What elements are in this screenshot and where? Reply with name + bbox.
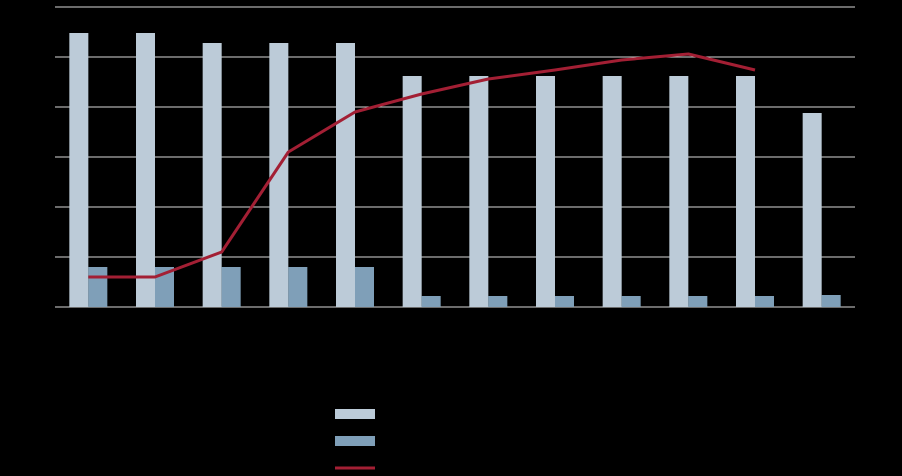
bar [288, 267, 308, 307]
line [88, 52, 756, 279]
bar [355, 267, 374, 307]
bar [621, 296, 641, 307]
bar [269, 43, 289, 307]
y-tick-label: 50 [34, 49, 48, 63]
bar [336, 43, 355, 307]
bar [736, 76, 755, 307]
y-tick-label: 0 [40, 299, 47, 313]
bar [821, 295, 841, 307]
y-tick-label: 20 [34, 199, 48, 213]
bar [88, 267, 108, 307]
legend-swatch [335, 409, 375, 419]
bar [221, 267, 241, 307]
bar [155, 267, 174, 307]
bar [488, 296, 508, 307]
bar [602, 76, 622, 307]
bar [136, 33, 155, 307]
bar [536, 76, 555, 307]
bar [469, 76, 489, 307]
bar [802, 113, 822, 307]
bar [669, 76, 689, 307]
bar [688, 296, 708, 307]
bar [402, 76, 422, 307]
y-tick-label: 30 [34, 149, 48, 163]
bar [555, 296, 574, 307]
bar [69, 33, 89, 307]
bar [755, 296, 774, 307]
y-tick-label: 40 [34, 99, 48, 113]
legend-swatch [335, 436, 375, 446]
bar [202, 43, 222, 307]
y-tick-label: 10 [34, 249, 48, 263]
y-tick-label: 60 [34, 0, 48, 13]
bar [421, 296, 441, 307]
